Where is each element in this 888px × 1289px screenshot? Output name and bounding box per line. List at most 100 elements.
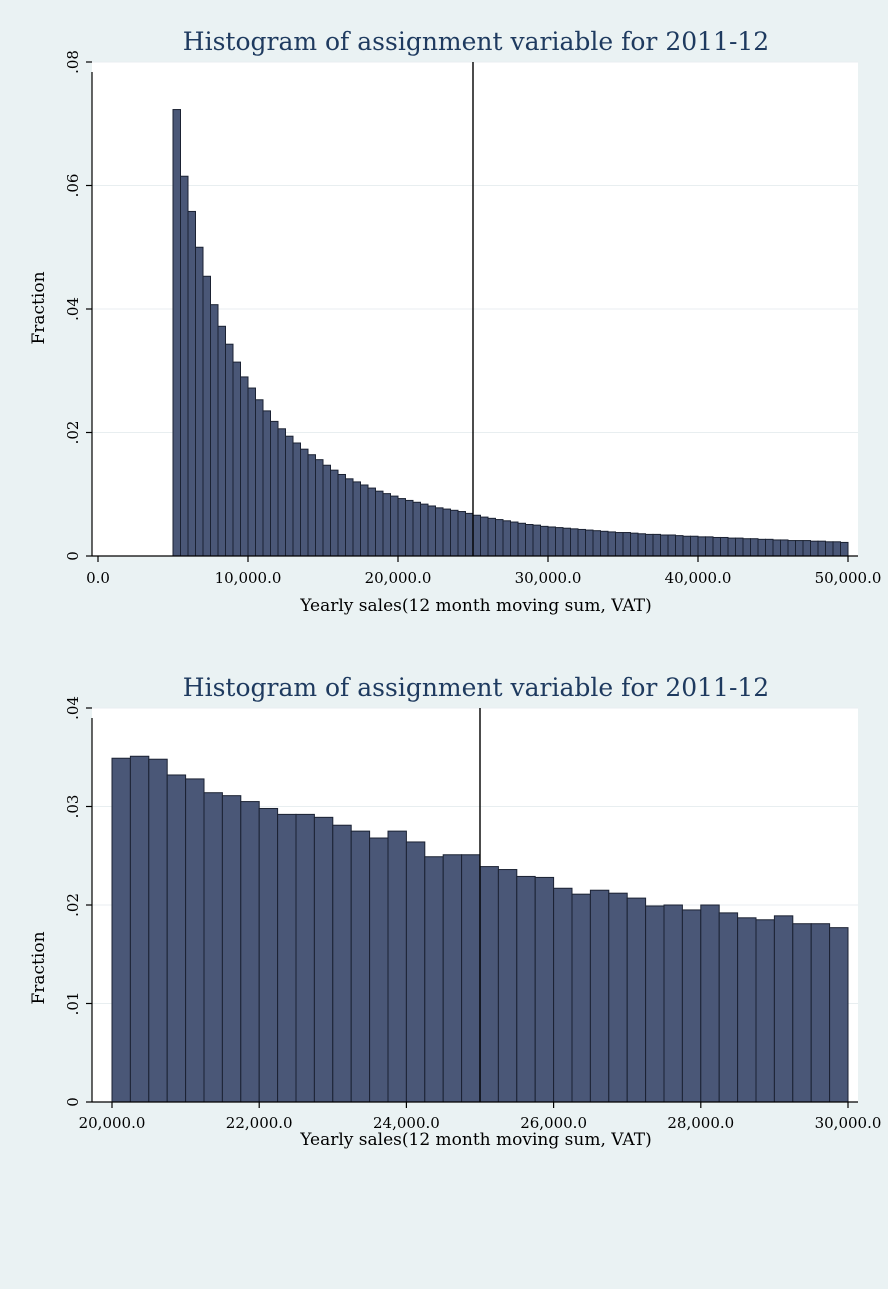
bar [622,532,631,557]
bar [352,481,361,557]
bar [832,541,841,557]
x-tick-label: 24,000.0 [373,1114,440,1132]
y-tick-label: .06 [64,174,82,198]
bar [258,807,279,1103]
chart-title: Histogram of assignment variable for 201… [183,27,769,56]
bar [600,530,609,557]
x-tick-label: 22,000.0 [226,1114,293,1132]
x-axis-label: Yearly sales(12 month moving sum, VAT) [299,1130,651,1150]
bar [337,473,346,557]
bar [332,824,352,1103]
bar [532,524,541,557]
histogram-panel-zoomed-range: 0 .01 .02 .03 .04 20,000.0 22,000.0 24,000.0 26,… [0,648,888,1289]
bar [571,893,591,1103]
bar [203,792,223,1103]
bar [742,538,751,557]
bar [697,536,706,557]
bar [300,448,309,557]
bar [480,516,489,557]
bar [497,869,518,1103]
x-tick-label: 40,000.0 [665,569,732,587]
y-tick-label: 0 [64,1097,82,1107]
bar [607,531,616,557]
bar [360,484,369,557]
bar [592,530,601,557]
bar [350,830,371,1103]
bar [390,495,399,557]
bar [637,533,646,557]
bar [240,376,249,557]
y-axis-label: Fraction [29,271,49,344]
bar [825,541,834,557]
bar [585,529,594,557]
bar [589,889,610,1103]
bar [792,923,812,1103]
y-tick-label: .04 [64,696,82,720]
bar [705,536,714,557]
bar [780,539,789,557]
bar [608,892,628,1103]
bar [667,534,676,557]
bar [502,520,511,557]
bar [772,539,781,557]
bar [479,866,499,1103]
bar [202,275,211,557]
bar [397,498,406,557]
bar [210,304,219,557]
bar [562,527,571,557]
bar [461,854,481,1103]
y-tick-label: .02 [64,421,82,445]
bar [750,538,759,557]
bar [111,757,131,1103]
bar [802,540,811,557]
y-tick-label: .08 [64,50,82,74]
bar [369,837,389,1103]
bar [840,541,849,557]
bar [292,442,301,557]
bar [810,540,819,557]
bar [330,469,339,557]
bar [517,522,526,557]
bar [690,535,699,557]
bar [472,514,481,557]
y-axis-label: Fraction [29,931,49,1004]
bar [663,904,683,1103]
bar [382,493,391,557]
bar [553,887,573,1103]
bar [420,503,429,557]
bar [345,478,354,557]
bar [534,876,555,1103]
bar [442,508,451,557]
bar [185,778,205,1103]
bar [829,927,849,1103]
x-tick-label: 50,000.0 [815,569,882,587]
histogram-panel-full-range: 0 .02 .04 .06 .08 0.0 10,000.0 20,000.0 30,000.0… [0,0,888,640]
bar [295,813,315,1103]
bar [221,795,242,1103]
x-tick-label: 10,000.0 [215,569,282,587]
bar [270,420,279,557]
bar [720,536,729,557]
bar [735,537,744,557]
bar [166,774,187,1103]
histogram-chart-zoomed-range: 0 .01 .02 .03 .04 20,000.0 22,000.0 24,000.0 26,… [29,673,882,1150]
y-tick-label: .02 [64,893,82,917]
bar [148,758,168,1103]
bar [195,246,204,557]
y-tick-label: 0 [64,551,82,561]
x-tick-label: 30,000.0 [815,1114,882,1132]
bar [405,499,414,557]
x-tick-label: 0.0 [86,569,110,587]
chart-title: Histogram of assignment variable for 201… [183,673,769,702]
bar [180,175,189,557]
bar [626,897,647,1103]
bar [285,435,294,557]
bar [547,526,556,557]
bar [247,387,256,557]
bar [737,917,757,1103]
bar [660,534,669,557]
bar [442,854,463,1103]
bar [367,487,376,557]
bar [773,915,794,1103]
bar [427,505,436,557]
